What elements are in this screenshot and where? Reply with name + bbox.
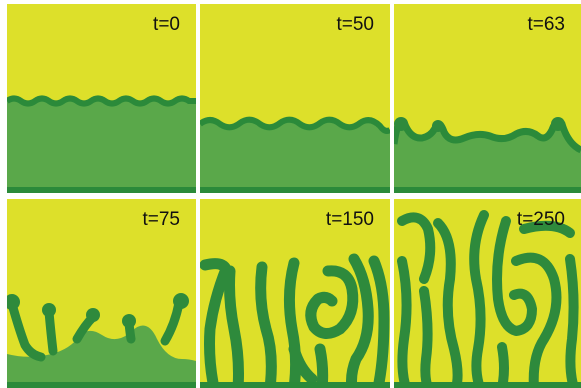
time-label: t=75 [142, 209, 180, 230]
time-label: t=150 [325, 209, 374, 230]
panel-t0: t=0 [7, 4, 196, 193]
pattern-image-t150 [200, 253, 390, 388]
panel-t150: t=150 [200, 199, 390, 388]
pattern-image-t0 [7, 95, 196, 193]
pattern-image-t75 [7, 293, 196, 388]
time-label: t=50 [336, 14, 374, 35]
time-label: t=63 [527, 14, 565, 35]
panel-t63: t=63 [394, 4, 581, 193]
panel-t50: t=50 [200, 4, 390, 193]
pattern-image-t63 [394, 117, 581, 193]
pattern-image-t50 [200, 116, 390, 193]
panel-t250: t=250 [394, 199, 581, 388]
pattern-image-t250 [394, 210, 581, 388]
panel-t75: t=75 [7, 199, 196, 388]
time-label: t=250 [516, 209, 565, 230]
time-label: t=0 [153, 14, 180, 35]
